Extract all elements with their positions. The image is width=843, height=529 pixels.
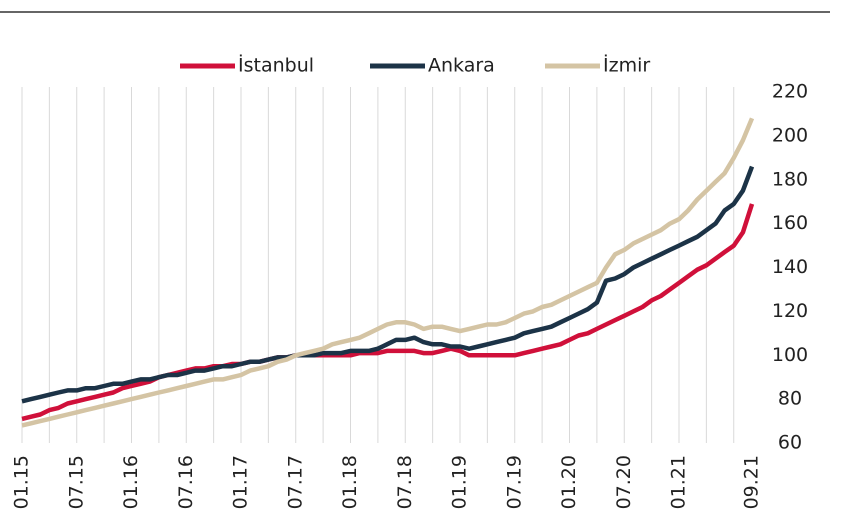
x-tick-label: 01.18	[339, 455, 361, 509]
y-tick-label: 220	[772, 81, 808, 103]
x-tick-label: 07.16	[175, 455, 197, 509]
legend-label: Ankara	[428, 55, 495, 77]
x-tick-label: 07.20	[613, 455, 635, 509]
x-tick-label: 07.15	[65, 455, 87, 509]
x-tick-label: 01.15	[11, 455, 33, 509]
y-tick-label: 100	[772, 344, 808, 366]
series-line	[21, 203, 755, 422]
x-tick-label: 01.16	[120, 455, 142, 509]
legend: İstanbul Ankara İzmir	[180, 54, 650, 77]
y-tick-label: 120	[772, 300, 808, 322]
legend-label: İstanbul	[238, 54, 314, 77]
x-tick-label: 07.19	[503, 455, 525, 509]
y-tick-label: 200	[772, 124, 808, 146]
series-line	[21, 165, 755, 404]
x-tick-label: 09.21	[741, 455, 763, 509]
x-tick-label: 07.18	[394, 455, 416, 509]
x-tick-label: 01.21	[668, 455, 690, 509]
x-tick-label: 01.20	[558, 455, 580, 509]
y-tick-label: 140	[772, 256, 808, 278]
series-line	[21, 117, 755, 428]
legend-label: İzmir	[603, 54, 650, 77]
y-tick-label: 180	[772, 168, 808, 190]
y-tick-label: 60	[778, 432, 802, 454]
y-tick-label: 160	[772, 212, 808, 234]
x-tick-label: 01.19	[449, 455, 471, 509]
y-tick-label: 80	[778, 388, 802, 410]
x-tick-label: 07.17	[284, 455, 306, 509]
x-tick-label: 01.17	[230, 455, 252, 509]
